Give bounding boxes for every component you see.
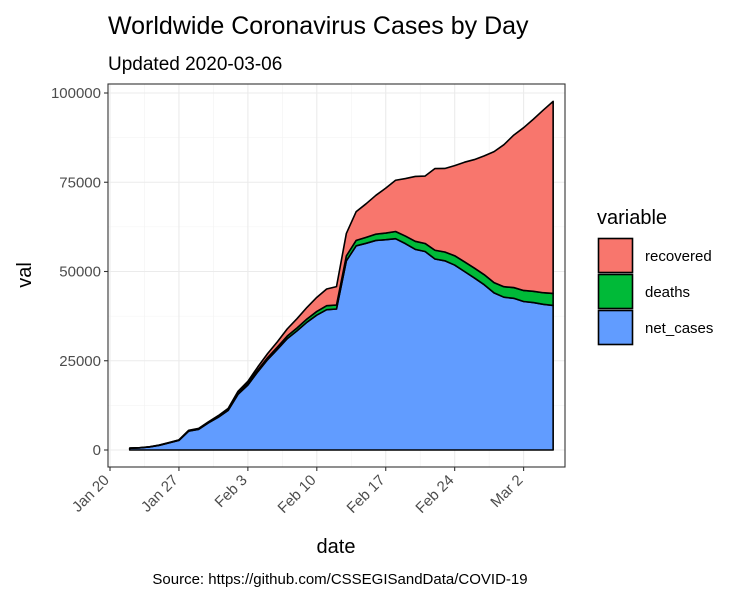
- legend-swatch-deaths: [597, 273, 634, 310]
- y-tick-label: 0: [93, 442, 101, 459]
- y-tick-label: 50000: [59, 264, 101, 281]
- chart-caption: Source: https://github.com/CSSEGISandDat…: [152, 571, 527, 588]
- legend-swatch-recovered: [597, 237, 634, 274]
- chart-subtitle: Updated 2020-03-06: [108, 54, 282, 75]
- x-tick-label: Jan 27: [138, 472, 182, 516]
- stacked-areas: [128, 100, 554, 451]
- x-axis-title: date: [317, 536, 356, 558]
- legend-label-recovered: recovered: [645, 248, 712, 265]
- x-tick-label: Feb 17: [344, 472, 389, 517]
- y-axis: 0 25000 50000 75000 100000: [51, 85, 108, 459]
- y-tick-label: 75000: [59, 174, 101, 191]
- legend-label-net_cases: net_cases: [645, 320, 713, 337]
- area-recovered: [128, 100, 554, 449]
- y-axis-title: val: [14, 262, 36, 288]
- legend: variable recovered deaths net_cases: [597, 207, 713, 346]
- legend-swatch-net_cases: [597, 309, 634, 346]
- x-tick-label: Feb 3: [212, 472, 251, 511]
- x-axis: Jan 20 Jan 27 Feb 3 Feb 10 Feb 17 Feb 24 Mar 2: [69, 467, 526, 517]
- x-tick-label: Feb 24: [412, 472, 457, 517]
- x-tick-label: Feb 10: [275, 472, 320, 517]
- x-tick-label: Jan 20: [69, 472, 113, 516]
- legend-title: variable: [597, 207, 667, 229]
- y-tick-label: 25000: [59, 353, 101, 370]
- x-tick-label: Mar 2: [487, 472, 526, 511]
- chart-title: Worldwide Coronavirus Cases by Day: [108, 12, 529, 40]
- y-tick-label: 100000: [51, 85, 101, 102]
- legend-label-deaths: deaths: [645, 284, 690, 301]
- plot-border: [107, 83, 566, 468]
